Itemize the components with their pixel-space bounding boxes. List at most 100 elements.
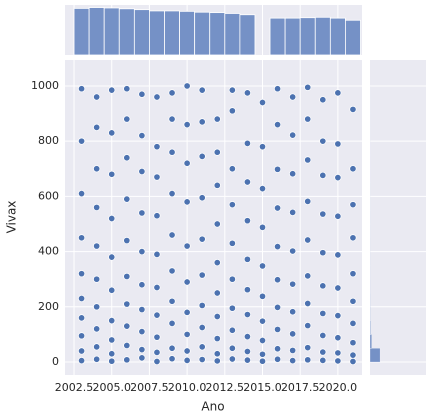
point	[138, 354, 146, 362]
x-hist-bar	[224, 13, 241, 56]
point	[319, 282, 327, 290]
point	[153, 250, 161, 258]
point	[123, 237, 131, 245]
y-hist-bar	[369, 334, 372, 349]
point	[334, 251, 342, 259]
x-hist-bar	[164, 10, 180, 56]
point	[289, 170, 297, 178]
point	[334, 89, 342, 97]
point	[93, 355, 101, 363]
point	[138, 167, 146, 176]
point	[319, 96, 327, 104]
point	[243, 286, 251, 294]
point	[153, 143, 161, 151]
point	[108, 129, 116, 137]
x-tick-label: 2007.5	[130, 381, 169, 394]
x-hist-bar	[179, 10, 196, 56]
point	[258, 292, 267, 300]
point	[168, 115, 176, 123]
point	[198, 152, 206, 160]
x-hist-bar	[209, 12, 226, 56]
point	[183, 278, 191, 286]
point	[198, 343, 206, 351]
point	[93, 275, 101, 283]
point	[349, 201, 357, 209]
point	[78, 234, 86, 242]
point	[198, 323, 206, 332]
point	[198, 235, 206, 243]
point	[228, 304, 236, 312]
point	[213, 350, 221, 358]
point	[138, 90, 146, 98]
point	[78, 347, 86, 355]
point	[108, 286, 116, 294]
point	[274, 121, 282, 129]
point	[289, 131, 297, 139]
point	[198, 301, 206, 309]
x-tick-label: 2010.0	[168, 381, 207, 394]
point	[319, 249, 327, 257]
point	[183, 242, 191, 250]
point	[349, 357, 357, 366]
x-hist-bar	[103, 7, 120, 56]
point	[78, 314, 86, 322]
point	[153, 93, 161, 101]
point	[93, 123, 101, 131]
x-hist-bar	[194, 11, 211, 56]
point	[198, 194, 206, 202]
point	[93, 203, 101, 211]
point	[243, 310, 251, 319]
point	[138, 328, 146, 336]
point	[78, 357, 86, 365]
point	[138, 132, 146, 140]
point	[243, 139, 251, 147]
point	[243, 333, 251, 341]
x-hist-bar	[284, 17, 301, 56]
point	[153, 357, 161, 366]
point	[168, 355, 176, 363]
point	[168, 319, 176, 327]
point	[289, 346, 297, 354]
point	[274, 345, 282, 353]
point	[334, 284, 342, 292]
y-hist-bar	[369, 320, 371, 335]
point	[319, 348, 327, 356]
point	[213, 259, 221, 267]
point	[274, 303, 282, 311]
point	[183, 121, 191, 129]
point	[168, 344, 176, 352]
point	[123, 115, 131, 123]
point	[123, 356, 131, 364]
point	[183, 159, 191, 167]
x-hist-bar	[314, 16, 331, 56]
point	[274, 165, 282, 173]
point	[213, 335, 221, 343]
point	[289, 93, 297, 101]
point	[289, 280, 297, 288]
point	[228, 239, 236, 247]
point	[349, 105, 357, 113]
point	[334, 349, 342, 357]
point	[93, 93, 101, 101]
point	[243, 89, 251, 97]
point	[258, 336, 267, 345]
point	[304, 299, 312, 308]
y-axis-label: Vivax	[5, 201, 19, 234]
point	[108, 317, 116, 325]
point	[289, 308, 297, 316]
point	[93, 343, 101, 351]
point	[123, 85, 131, 93]
point	[258, 350, 267, 358]
x-tick-label: 2005.0	[92, 381, 131, 394]
point	[304, 322, 312, 330]
y-hist-bar	[369, 348, 381, 363]
x-hist-bar	[329, 17, 346, 56]
point	[319, 171, 327, 179]
x-hist-bar	[239, 14, 256, 56]
x-hist-bar	[118, 8, 135, 56]
x-hist-bar	[149, 10, 165, 56]
point	[123, 154, 131, 162]
point	[213, 220, 221, 228]
point	[289, 247, 297, 255]
